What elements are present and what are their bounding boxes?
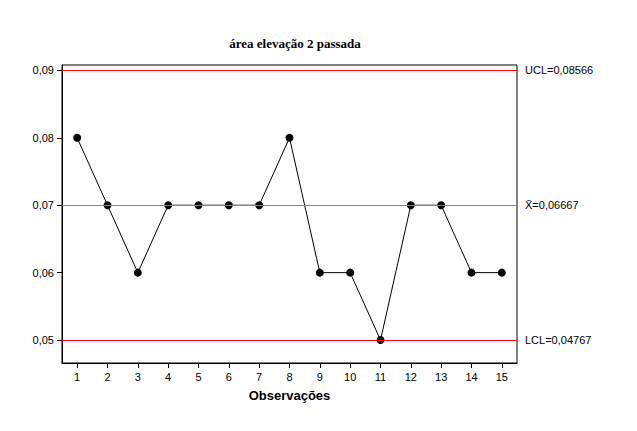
svg-text:15: 15: [496, 371, 508, 383]
svg-text:Observações: Observações: [249, 388, 331, 403]
svg-text:3: 3: [135, 371, 141, 383]
svg-text:1: 1: [74, 371, 80, 383]
svg-text:13: 13: [435, 371, 447, 383]
svg-text:X̄=0,06667: X̄=0,06667: [525, 199, 579, 211]
svg-text:2: 2: [104, 371, 110, 383]
svg-text:5: 5: [195, 371, 201, 383]
svg-text:7: 7: [256, 371, 262, 383]
svg-text:6: 6: [226, 371, 232, 383]
svg-text:0,09: 0,09: [33, 64, 54, 76]
svg-text:8: 8: [286, 371, 292, 383]
svg-text:12: 12: [405, 371, 417, 383]
svg-text:10: 10: [344, 371, 356, 383]
svg-text:UCL=0,08566: UCL=0,08566: [525, 64, 593, 76]
svg-text:9: 9: [317, 371, 323, 383]
svg-text:14: 14: [465, 371, 477, 383]
svg-text:11: 11: [375, 371, 386, 383]
svg-text:0,08: 0,08: [33, 132, 54, 144]
svg-text:0,07: 0,07: [33, 199, 54, 211]
svg-text:0,06: 0,06: [33, 267, 54, 279]
svg-text:área elevação 2 passada: área elevação 2 passada: [229, 36, 361, 51]
svg-text:0,05: 0,05: [33, 334, 54, 346]
svg-text:LCL=0,04767: LCL=0,04767: [525, 334, 591, 346]
svg-text:4: 4: [165, 371, 171, 383]
